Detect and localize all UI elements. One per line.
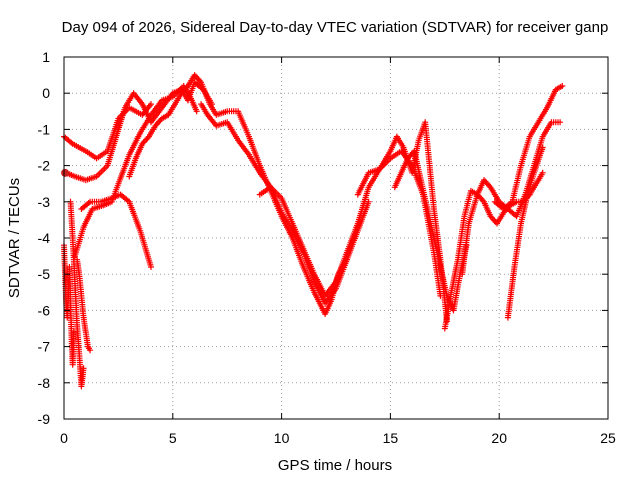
x-axis-label: GPS time / hours [278, 457, 392, 474]
data-point [193, 108, 200, 115]
data-point [148, 101, 154, 108]
series-arc-16 [504, 144, 546, 321]
x-tick-label: 5 [169, 430, 177, 446]
data-point [70, 329, 77, 336]
y-tick-label: -6 [38, 302, 51, 318]
y-tick-label: -9 [38, 411, 51, 427]
data-point [68, 139, 75, 146]
series-arc-10 [256, 148, 444, 299]
y-tick-label: -4 [38, 230, 51, 246]
series-arc-11 [354, 119, 450, 325]
data-point [148, 264, 154, 270]
data-series [61, 72, 566, 390]
y-tick-label: -3 [38, 194, 51, 210]
y-tick-label: -1 [38, 121, 51, 137]
data-point [539, 169, 546, 176]
highlight-point [61, 168, 70, 177]
series-arc-4 [78, 191, 154, 270]
x-tick-label: 0 [60, 430, 68, 446]
x-tick-label: 25 [600, 430, 616, 446]
chart-title: Day 094 of 2026, Sidereal Day-to-day VTE… [62, 19, 609, 36]
x-tick-label: 10 [274, 430, 290, 446]
series-arc-15 [491, 83, 566, 212]
data-point [87, 347, 94, 354]
series-arc-6 [67, 198, 87, 390]
series-arc-7 [74, 256, 94, 354]
axis-ticks: 0 5 10 15 20 25 -9 -8 -7 -6 -5 -4 -3 -2 -1 0 1 [38, 49, 616, 446]
y-axis-label: SDTVAR / TECUs [6, 178, 23, 298]
data-point [80, 365, 87, 372]
data-point [557, 119, 564, 126]
data-point [559, 83, 566, 89]
x-tick-label: 20 [491, 430, 507, 446]
series-arc-14 [459, 119, 564, 278]
data-point [539, 144, 546, 151]
series-arc-2 [63, 79, 215, 184]
x-tick-label: 15 [383, 430, 399, 446]
y-tick-label: -5 [38, 266, 51, 282]
y-tick-label: -8 [38, 375, 51, 391]
y-tick-label: -7 [38, 339, 51, 355]
y-tick-label: 0 [42, 85, 50, 101]
y-tick-label: 1 [42, 49, 50, 65]
y-tick-label: -2 [38, 158, 51, 174]
series-arc-3 [71, 83, 200, 260]
